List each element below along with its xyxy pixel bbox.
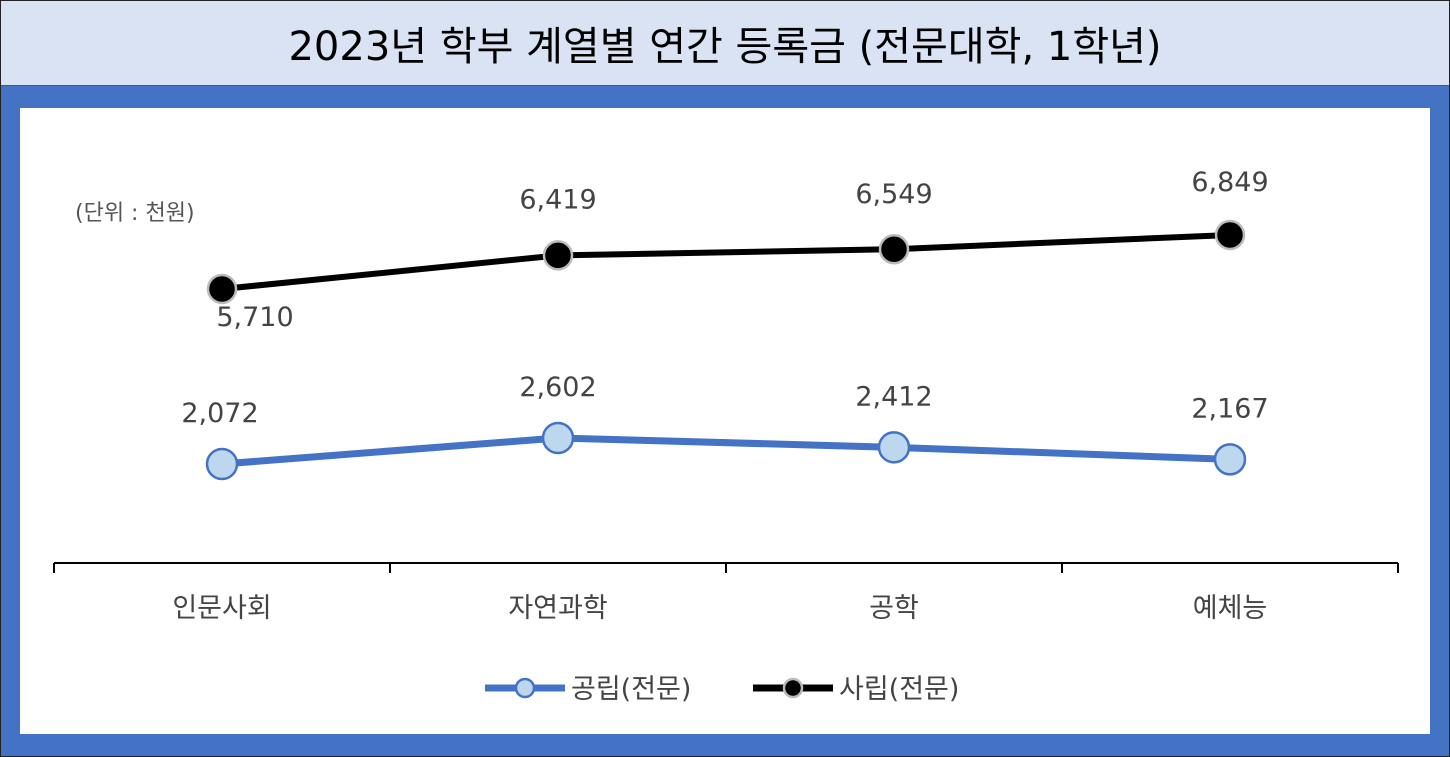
legend-marker-public <box>514 677 536 699</box>
data-point-private <box>1214 219 1246 251</box>
series-line-public <box>221 434 1231 468</box>
data-label: 6,419 <box>519 184 596 215</box>
data-point-public <box>877 431 911 464</box>
unit-note: (단위 : 천원) <box>75 201 195 226</box>
line-chart: (단위 : 천원) 인문사회 자연과학 공학 예체능 2,072 2,602 2,412 2,1… <box>53 167 1399 705</box>
data-label: 6,849 <box>1191 167 1268 198</box>
data-point-public <box>205 447 239 481</box>
data-label: 5,710 <box>216 302 293 333</box>
data-label: 2,167 <box>1191 393 1268 424</box>
data-point-public <box>541 421 575 455</box>
data-point-public <box>1213 443 1247 476</box>
category-label: 인문사회 <box>172 593 271 624</box>
data-label: 2,072 <box>181 398 258 429</box>
category-label: 공학 <box>869 593 919 624</box>
data-point-private <box>206 273 238 305</box>
plot-area: (단위 : 천원) 인문사회 자연과학 공학 예체능 2,072 2,602 2,412 2,1… <box>20 108 1430 734</box>
category-label: 예체능 <box>1193 593 1268 624</box>
data-label: 6,549 <box>855 179 932 210</box>
data-label: 2,412 <box>855 381 932 412</box>
chart-title: 2023년 학부 계열별 연간 등록금 (전문대학, 1학년) <box>288 24 1162 70</box>
legend-label-private: 사립(전문) <box>839 674 959 705</box>
data-point-private <box>542 240 574 271</box>
legend-label-public: 공립(전문) <box>571 674 691 705</box>
data-point-private <box>878 233 910 265</box>
legend-marker-private <box>782 677 804 699</box>
data-label: 2,602 <box>519 372 596 403</box>
category-label: 자연과학 <box>508 593 607 624</box>
series-line-private <box>221 232 1231 292</box>
title-bar: 2023년 학부 계열별 연간 등록금 (전문대학, 1학년) <box>1 1 1449 86</box>
